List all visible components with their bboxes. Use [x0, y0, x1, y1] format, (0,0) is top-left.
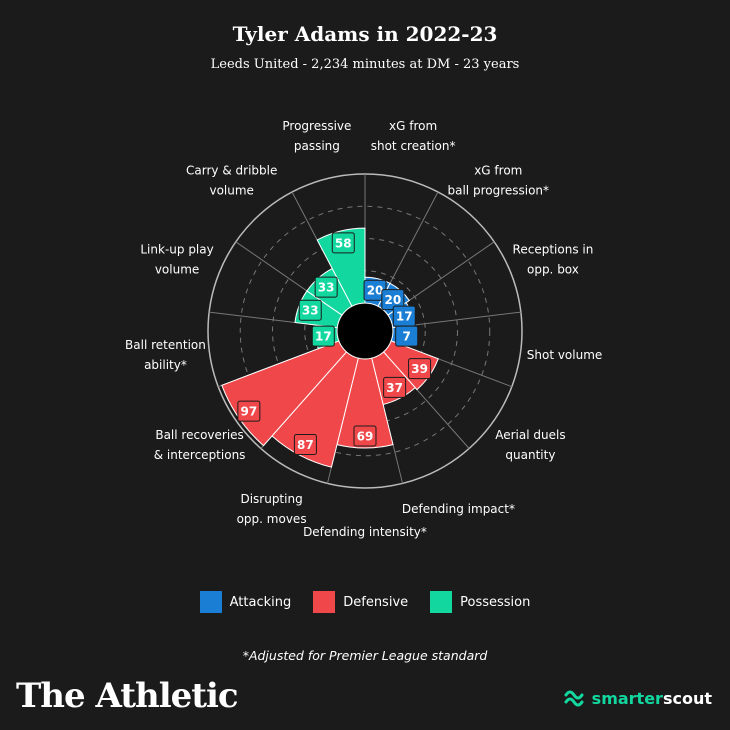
legend-swatch-attacking [199, 591, 222, 613]
category-label-line: opp. box [527, 263, 579, 277]
chart-subtitle: Leeds United - 2,234 minutes at DM - 23 … [210, 57, 520, 72]
category-label-line: Carry & dribble [186, 164, 277, 178]
value-badge [293, 434, 317, 456]
category-label-line: Disrupting [240, 492, 302, 506]
value-badge [298, 299, 322, 321]
the-athletic-logo: The Athletic [16, 676, 239, 716]
value-label: 7 [403, 330, 411, 344]
value-label: 17 [396, 310, 413, 324]
legend-swatch-possession [430, 591, 453, 613]
category-label-line: volume [209, 184, 253, 198]
chart-title: Tyler Adams in 2022-23 [232, 22, 498, 46]
category-label: Aerial duels quantity [495, 428, 565, 462]
value-label: 39 [411, 362, 428, 376]
category-label: Ball recoveries & interceptions [154, 428, 246, 462]
category-label-line: ball progression* [448, 184, 550, 198]
value-label: 87 [297, 438, 314, 452]
smarterscout-text-a: smarter [591, 688, 663, 708]
value-badge [311, 325, 335, 347]
category-label: xG from ball progression* [448, 164, 550, 198]
category-label-line: opp. moves [237, 512, 307, 526]
legend: Attacking Defensive Possession [0, 591, 730, 613]
category-label-line: Progressive [282, 119, 351, 133]
smarterscout-text-b: scout [662, 688, 712, 708]
category-label-line: Link-up play [140, 243, 213, 257]
category-label: xG from shot creation* [371, 119, 456, 153]
legend-item-defensive: Defensive [313, 591, 408, 613]
category-label-line: Ball retention [125, 338, 206, 352]
value-badge [314, 276, 338, 298]
grid-ring-3 [239, 205, 491, 457]
category-label: Receptions in opp. box [513, 243, 594, 277]
center-hole [338, 304, 392, 358]
grid-ring-2 [272, 238, 458, 424]
category-label: Ball retention ability* [125, 338, 206, 372]
smarterscout-icon [564, 690, 584, 707]
legend-label-defensive: Defensive [343, 594, 409, 610]
category-label-line: shot creation* [371, 139, 456, 153]
category-label-line: xG from [474, 164, 522, 178]
legend-item-possession: Possession [430, 591, 530, 613]
value-label: 33 [302, 304, 319, 318]
smarterscout-text: smarterscout [592, 689, 712, 708]
footnote: *Adjusted for Premier League standard [242, 648, 488, 663]
value-badge [395, 325, 419, 347]
bar [271, 351, 359, 468]
value-label: 58 [335, 236, 352, 250]
value-badge [237, 400, 261, 422]
category-label-line: quantity [505, 448, 555, 462]
category-label-line: & interceptions [154, 448, 246, 462]
legend-item-attacking: Attacking [199, 591, 292, 613]
category-label-line: ability* [144, 358, 187, 372]
category-label: Carry & dribble volume [186, 164, 277, 198]
category-label: Disrupting opp. moves [237, 492, 307, 526]
value-badge [331, 232, 355, 254]
value-label: 20 [367, 284, 384, 298]
legend-label-attacking: Attacking [229, 594, 292, 610]
value-badge [383, 376, 407, 398]
bar [336, 357, 394, 449]
category-label-line: volume [155, 263, 199, 277]
legend-label-possession: Possession [460, 594, 531, 610]
category-label-line: Ball recoveries [155, 428, 243, 442]
category-label-line: Shot volume [527, 348, 603, 362]
value-label: 69 [357, 430, 374, 444]
category-label: Defending impact* [402, 502, 515, 516]
category-label: Defending intensity* [303, 525, 427, 539]
value-label: 17 [315, 330, 332, 344]
category-label-line: Aerial duels [495, 428, 565, 442]
category-label-line: xG from [389, 119, 437, 133]
value-label: 97 [241, 405, 258, 419]
legend-swatch-defensive [313, 591, 336, 613]
value-label: 37 [386, 381, 403, 395]
category-label: Shot volume [527, 348, 603, 362]
value-badge [353, 425, 377, 447]
category-label-line: Defending impact* [402, 502, 515, 516]
category-label-line: Defending intensity* [303, 525, 427, 539]
category-label: Progressive passing [282, 119, 351, 153]
smarterscout-logo: smarterscout [562, 686, 712, 710]
value-badge [408, 358, 432, 380]
category-label-line: passing [294, 139, 340, 153]
value-label: 33 [318, 281, 335, 295]
category-label-line: Receptions in [513, 243, 594, 257]
value-label: 20 [384, 293, 401, 307]
category-label: Link-up play volume [140, 243, 213, 277]
